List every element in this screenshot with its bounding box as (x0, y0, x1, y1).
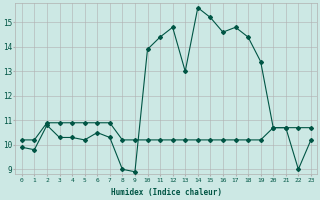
X-axis label: Humidex (Indice chaleur): Humidex (Indice chaleur) (111, 188, 222, 197)
